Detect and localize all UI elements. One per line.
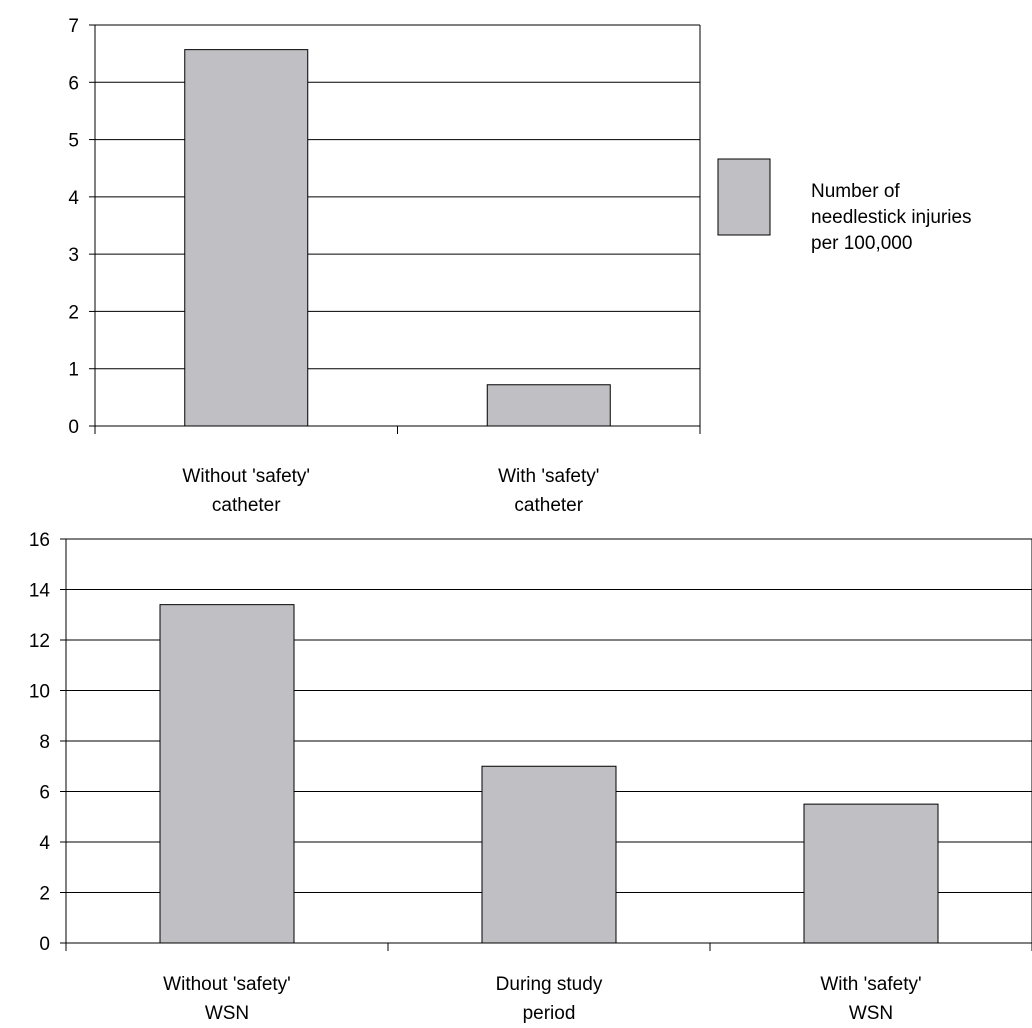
bar [184, 49, 309, 427]
chart-wsn: 0 2 4 6 8 10 12 14 16 Without 'safety' WSN During s… [29, 530, 1032, 1024]
bar [486, 384, 611, 427]
legend-swatch [717, 158, 771, 236]
bar [803, 803, 939, 944]
y-tick-label: 0 [68, 417, 79, 438]
x-tick-label: catheter [212, 495, 281, 516]
y-tick-label: 0 [39, 934, 50, 955]
x-tick-label: With 'safety' [498, 466, 599, 487]
legend-label: needlestick injuries [811, 207, 972, 228]
x-tick-label: Without 'safety' [182, 466, 310, 487]
y-tick-label: 2 [39, 884, 50, 905]
x-tick-label: catheter [514, 495, 583, 516]
legend-label: per 100,000 [811, 233, 912, 254]
y-tick-label: 4 [39, 833, 50, 854]
y-tick-label: 12 [29, 631, 50, 652]
y-tick-label: 1 [68, 360, 79, 381]
bar [159, 604, 295, 944]
x-tick-label: Without 'safety' [163, 974, 291, 995]
y-tick-label: 14 [29, 581, 51, 602]
x-tick-label: WSN [205, 1003, 249, 1024]
bar [481, 765, 617, 944]
y-tick-label: 6 [39, 783, 50, 804]
y-tick-label: 16 [29, 530, 50, 551]
y-tick-label: 5 [68, 131, 79, 152]
x-tick-label: With 'safety' [820, 974, 921, 995]
y-tick-label: 10 [29, 682, 50, 703]
y-tick-label: 3 [68, 245, 79, 266]
y-tick-label: 7 [68, 16, 79, 37]
x-tick-label: period [523, 1003, 576, 1024]
y-tick-label: 6 [68, 73, 79, 94]
x-tick-label: WSN [849, 1003, 893, 1024]
y-tick-label: 8 [39, 732, 50, 753]
x-tick-label: During study [496, 974, 603, 995]
y-tick-label: 2 [68, 302, 79, 323]
chart-catheter: 0 1 2 3 4 5 6 7 Without 'safety' catheter With 'sa… [68, 16, 971, 516]
legend-label: Number of [811, 181, 900, 202]
y-tick-label: 4 [68, 188, 79, 209]
